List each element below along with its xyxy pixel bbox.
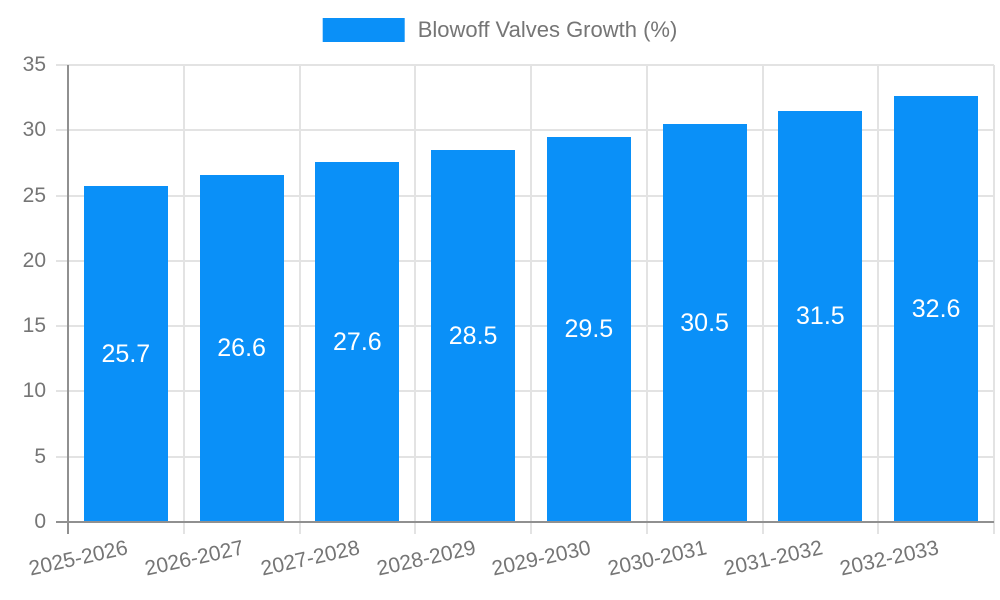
x-tick-label: 2029-2030 xyxy=(490,536,594,581)
y-gridline xyxy=(56,455,994,458)
x-tick-mark xyxy=(298,522,301,534)
x-tick-label: 2030-2031 xyxy=(605,536,710,581)
y-tick-label: 35 xyxy=(22,53,46,76)
y-gridline xyxy=(56,64,994,66)
bar-value-label: 25.7 xyxy=(101,340,151,369)
x-tick-mark xyxy=(414,522,417,534)
x-gridline xyxy=(645,65,648,522)
x-gridline xyxy=(761,65,764,522)
y-tick-label: 15 xyxy=(22,314,46,338)
bar xyxy=(199,174,284,522)
bar-value-label: 30.5 xyxy=(680,308,729,337)
bar-value-label: 29.5 xyxy=(564,315,614,344)
bar-value-label: 32.6 xyxy=(911,295,961,324)
chart-legend[interactable]: Blowoff Valves Growth (%) xyxy=(322,17,678,43)
y-gridline xyxy=(56,390,994,393)
bar xyxy=(546,136,631,522)
bar xyxy=(431,149,516,522)
x-tick-label: 2026-2027 xyxy=(142,536,247,581)
y-gridline xyxy=(56,129,994,132)
x-gridline xyxy=(182,65,185,522)
y-tick-label: 10 xyxy=(22,379,46,403)
y-tick-label: 30 xyxy=(22,118,46,142)
x-gridline xyxy=(298,65,301,522)
x-gridline xyxy=(414,65,417,522)
x-tick-label: 2025-2026 xyxy=(27,536,131,581)
legend-swatch xyxy=(322,18,405,42)
x-gridline xyxy=(877,65,880,522)
x-tick-label: 2028-2029 xyxy=(374,536,478,581)
x-tick-label: 2031-2032 xyxy=(721,536,825,581)
x-tick-mark xyxy=(761,522,764,534)
bar-value-label: 26.6 xyxy=(217,334,266,363)
y-tick-label: 20 xyxy=(22,248,46,272)
y-gridline xyxy=(56,259,994,262)
x-tick-mark xyxy=(645,522,648,534)
legend-label: Blowoff Valves Growth (%) xyxy=(417,17,678,42)
x-tick-mark xyxy=(993,522,995,534)
y-tick-label: 5 xyxy=(34,444,46,468)
y-gridline xyxy=(56,194,994,197)
bar-value-label: 27.6 xyxy=(333,327,382,356)
x-gridline xyxy=(993,65,995,522)
y-tick-label: 25 xyxy=(22,183,46,207)
bar-value-label: 31.5 xyxy=(796,302,845,331)
y-axis-line xyxy=(67,65,69,534)
bar xyxy=(83,186,168,522)
bar xyxy=(315,161,400,522)
bar-value-label: 28.5 xyxy=(448,321,498,350)
x-tick-mark xyxy=(182,522,185,534)
x-tick-mark xyxy=(530,522,532,534)
x-tick-label: 2032-2033 xyxy=(837,536,941,581)
bar xyxy=(778,110,863,522)
y-tick-label: 0 xyxy=(34,510,46,533)
x-gridline xyxy=(530,65,532,522)
x-axis-line xyxy=(56,521,994,523)
bar xyxy=(662,123,747,522)
y-gridline xyxy=(56,325,994,328)
x-tick-label: 2027-2028 xyxy=(258,536,362,581)
x-tick-mark xyxy=(877,522,880,534)
bar xyxy=(894,96,979,522)
